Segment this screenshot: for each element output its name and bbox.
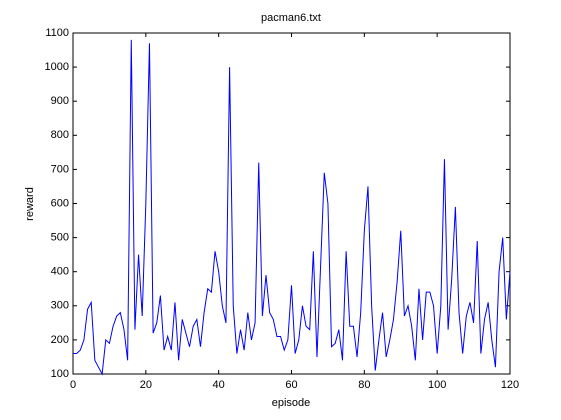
y-tick-label: 400 [51,266,69,278]
y-tick-label: 200 [51,334,69,346]
y-tick-label: 600 [51,197,69,209]
y-tick-label: 900 [51,95,69,107]
x-tick-label: 20 [140,379,152,391]
y-tick-label: 1100 [45,27,69,39]
x-tick-label: 60 [285,379,297,391]
y-axis-label: reward [24,187,36,221]
y-tick-label: 800 [51,129,69,141]
y-tick-label: 100 [51,368,69,380]
x-tick-label: 120 [501,379,519,391]
y-tick-label: 1000 [45,61,69,73]
x-tick-label: 40 [213,379,225,391]
x-tick-label: 100 [428,379,446,391]
y-tick-label: 700 [51,163,69,175]
y-tick-label: 300 [51,300,69,312]
x-axis-label: episode [272,397,311,409]
axes-box [72,32,511,375]
chart-title: pacman6.txt [261,12,321,24]
x-tick-label: 0 [70,379,76,391]
x-tick-label: 80 [358,379,370,391]
data-line [73,39,511,376]
y-tick-label: 500 [51,232,69,244]
